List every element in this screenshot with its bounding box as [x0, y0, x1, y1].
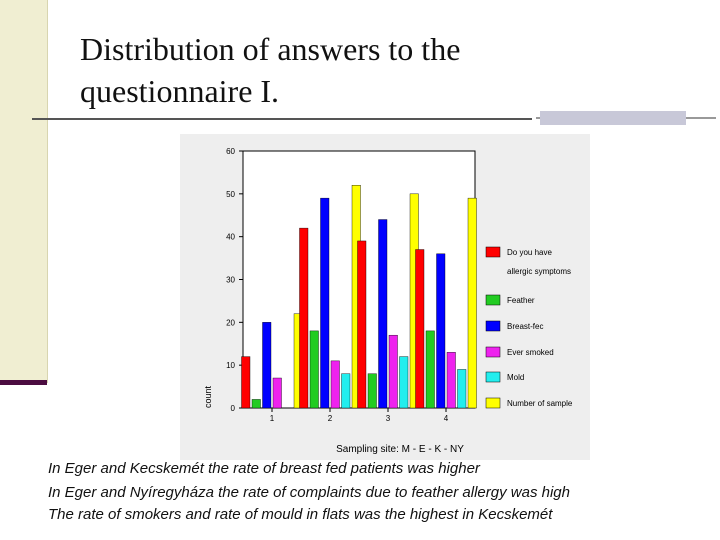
bar: [299, 227, 309, 409]
bar: [367, 373, 377, 409]
legend-swatch: [485, 371, 501, 383]
legend-label: Do you have: [507, 248, 552, 257]
legend-swatch: [485, 294, 501, 306]
bar: [457, 369, 467, 409]
bar: [436, 253, 446, 409]
y-axis-label: count: [203, 385, 213, 408]
legend-label: Number of sample: [507, 399, 573, 408]
bar: [341, 373, 351, 409]
caption-1: In Eger and Kecskemét the rate of breast…: [48, 460, 480, 477]
legend-label: allergic symptoms: [507, 267, 571, 276]
bar: [262, 322, 272, 409]
legend-swatch: [485, 320, 501, 332]
x-axis-label: Sampling site: M - E - K - NY: [336, 444, 464, 455]
bar: [241, 356, 251, 409]
bar-chart: 0 10 20 30 40 50 60 count 1 2 3 4 Sampling site: M -…: [203, 147, 573, 455]
x-tick-label: 1: [270, 414, 275, 423]
y-tick-label: 0: [231, 404, 236, 413]
x-tick-label: 4: [444, 414, 449, 423]
y-tick-label: 20: [226, 318, 235, 327]
bar: [467, 197, 477, 409]
y-tick-label: 40: [226, 233, 235, 242]
title-line-1: Distribution of answers to the: [80, 31, 461, 67]
y-tick-label: 30: [226, 276, 235, 285]
bar: [425, 330, 435, 409]
bar: [378, 219, 388, 409]
bar: [415, 249, 425, 409]
bar: [251, 399, 261, 409]
legend-swatch: [485, 397, 501, 409]
decorative-block: [540, 111, 686, 125]
legend-label: Ever smoked: [507, 348, 554, 357]
slide-title: Distribution of answers to the questionn…: [80, 28, 680, 112]
sidebar-accent-bar: [0, 380, 47, 385]
slide-sidebar: [0, 0, 48, 383]
legend-label: Breast-fec: [507, 322, 543, 331]
y-tick-label: 60: [226, 147, 235, 156]
bar: [330, 360, 340, 409]
caption-3: The rate of smokers and rate of mould in…: [48, 506, 553, 523]
x-tick-label: 3: [386, 414, 391, 423]
legend-swatch: [485, 346, 501, 358]
bar: [399, 356, 409, 409]
y-tick-label: 50: [226, 190, 235, 199]
title-line-2: questionnaire I.: [80, 73, 280, 109]
title-rule: [32, 118, 532, 120]
bar: [357, 240, 367, 409]
x-tick-label: 2: [328, 414, 333, 423]
caption-2: In Eger and Nyíregyháza the rate of comp…: [48, 484, 570, 501]
bar: [272, 377, 282, 409]
y-tick-label: 10: [226, 361, 235, 370]
bar: [309, 330, 319, 409]
bar: [388, 334, 398, 409]
legend-swatch: [485, 246, 501, 258]
legend-label: Mold: [507, 373, 524, 382]
bar: [320, 197, 330, 409]
bar: [446, 352, 456, 409]
legend-label: Feather: [507, 296, 535, 305]
